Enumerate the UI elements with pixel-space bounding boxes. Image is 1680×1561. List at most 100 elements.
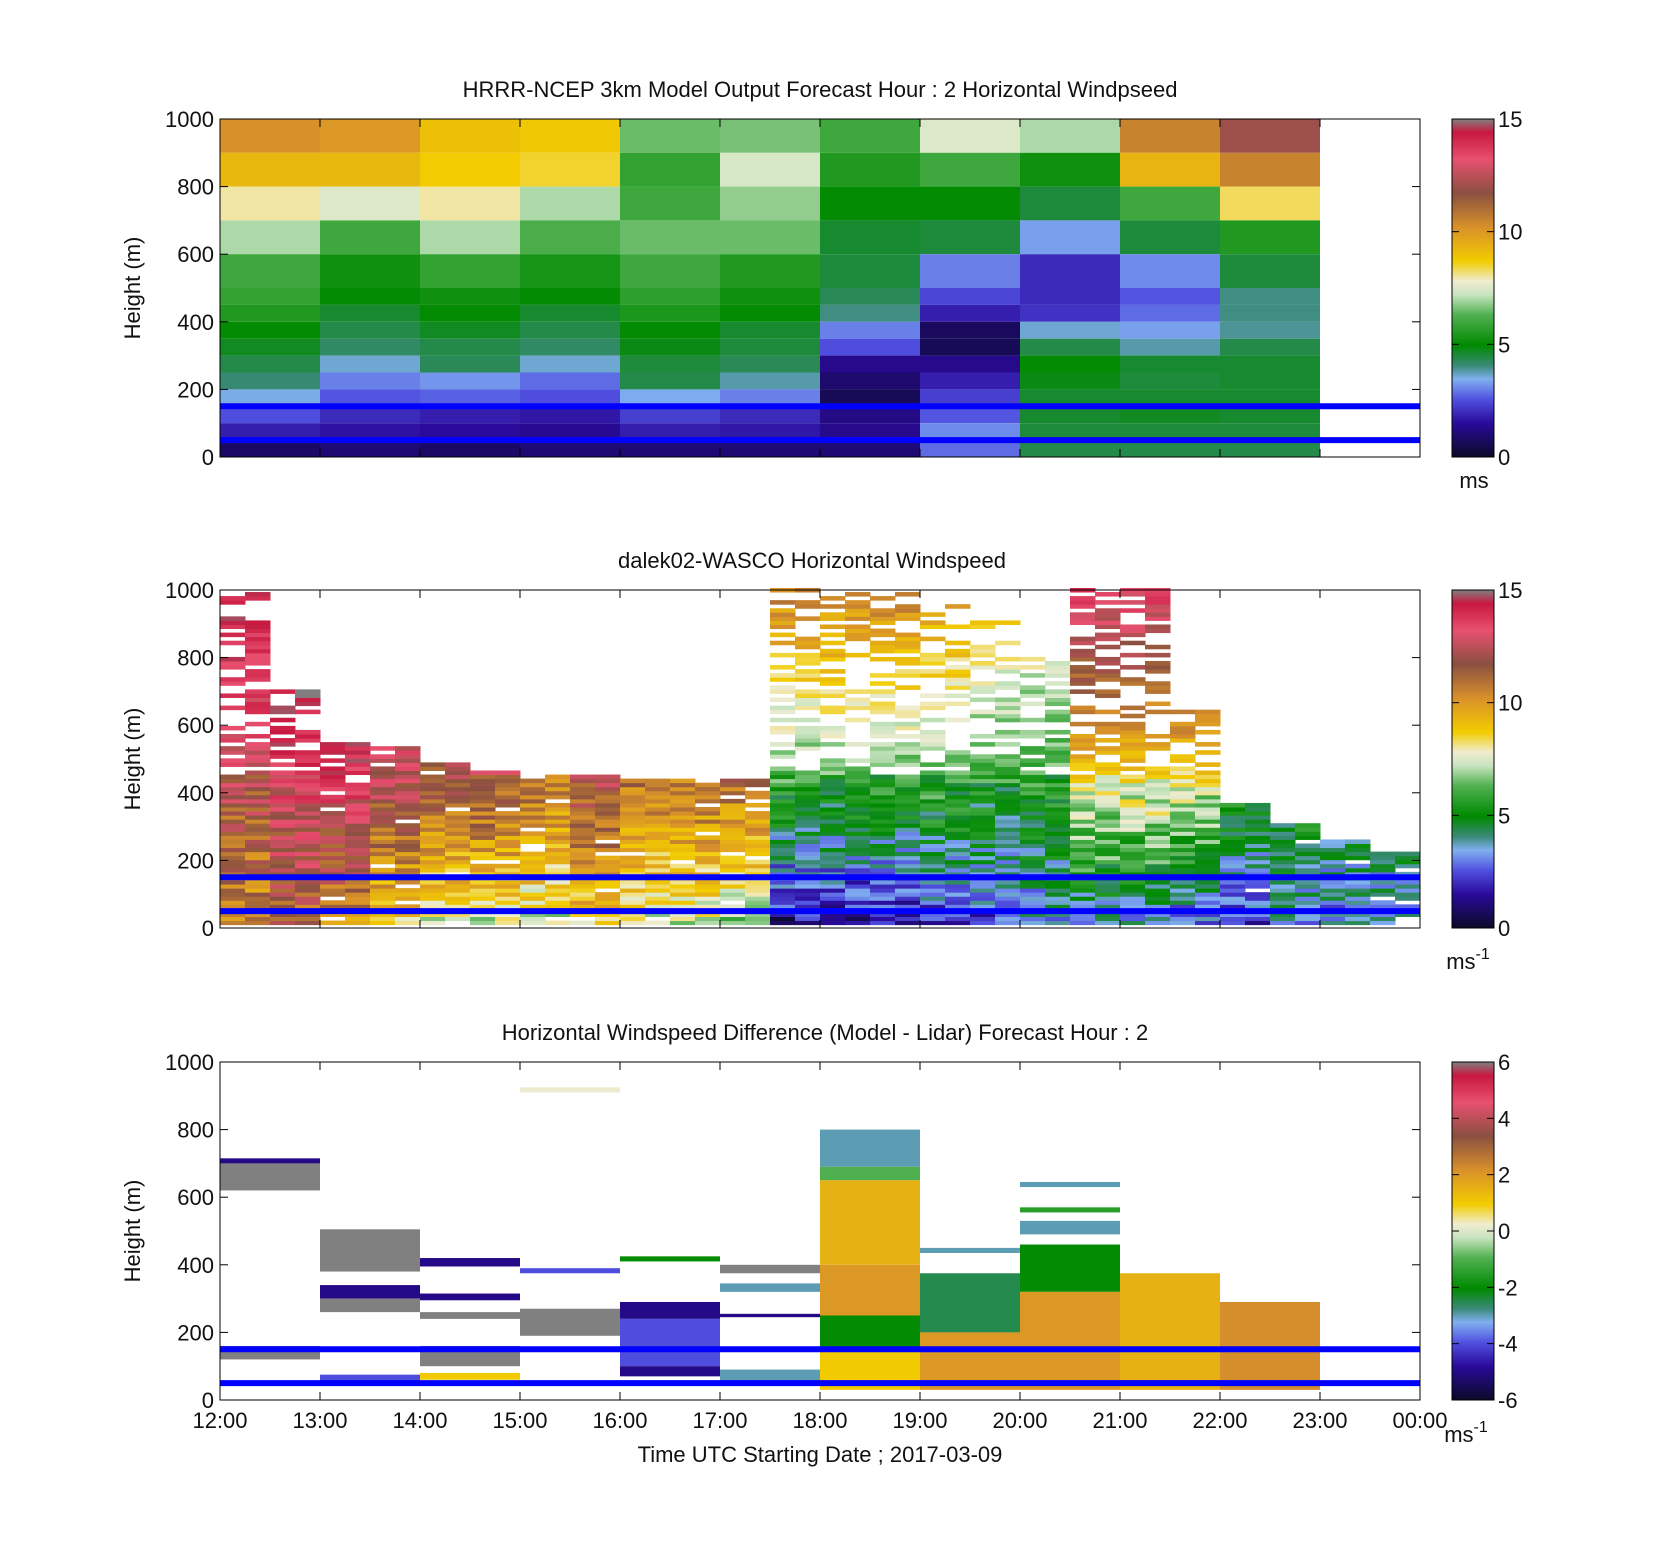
lidar-cell <box>1095 766 1121 771</box>
model-cell <box>720 372 820 390</box>
lidar-cell <box>1145 770 1171 776</box>
lidar-cell <box>545 794 571 800</box>
lidar-cell <box>1020 867 1046 873</box>
model-cell <box>220 440 320 457</box>
lidar-cell <box>1120 782 1146 788</box>
lidar-cell <box>370 758 396 763</box>
lidar-cell <box>770 786 796 792</box>
lidar-cell <box>1070 738 1096 743</box>
lidar-cell <box>995 778 1021 784</box>
panel2-heatmap <box>220 587 1421 926</box>
lidar-cell <box>720 823 746 828</box>
lidar-cell <box>870 904 896 909</box>
lidar-cell <box>295 867 321 873</box>
lidar-cell <box>345 790 371 796</box>
lidar-cell <box>1070 867 1096 873</box>
panel3-unit-exponent: -1 <box>1474 1419 1488 1436</box>
lidar-cell <box>870 673 896 678</box>
lidar-cell <box>295 778 321 784</box>
lidar-cell <box>820 802 846 808</box>
difference-cell <box>1020 1207 1120 1213</box>
lidar-cell <box>220 705 246 711</box>
lidar-cell <box>620 912 646 918</box>
lidar-cell <box>1070 778 1096 784</box>
lidar-cell <box>545 863 571 869</box>
lidar-cell <box>445 896 471 901</box>
lidar-cell <box>995 766 1021 771</box>
lidar-cell <box>820 904 846 909</box>
lidar-cell <box>770 867 796 873</box>
lidar-cell <box>845 859 871 865</box>
lidar-cell <box>1070 802 1096 808</box>
lidar-cell <box>845 835 871 840</box>
model-cell <box>620 423 720 441</box>
lidar-cell <box>245 762 271 767</box>
lidar-cell <box>220 880 246 885</box>
lidar-cell <box>545 839 571 844</box>
lidar-cell <box>1120 794 1146 800</box>
lidar-cell <box>820 677 846 682</box>
lidar-cell <box>995 709 1021 715</box>
lidar-cell <box>1195 811 1221 816</box>
lidar-cell <box>920 636 946 642</box>
lidar-cell <box>1095 900 1121 905</box>
lidar-cell <box>220 778 246 784</box>
lidar-cell <box>770 904 796 909</box>
lidar-cell <box>495 920 521 926</box>
lidar-cell <box>895 859 921 865</box>
lidar-cell <box>970 770 996 776</box>
lidar-cell <box>820 888 846 893</box>
lidar-cell <box>845 742 871 747</box>
lidar-cell <box>370 831 396 836</box>
model-cell <box>720 152 820 187</box>
lidar-cell <box>645 794 671 800</box>
lidar-cell <box>845 604 871 609</box>
lidar-cell <box>1120 705 1146 711</box>
lidar-cell <box>620 916 646 922</box>
model-cell <box>1020 440 1120 457</box>
lidar-cell <box>1120 900 1146 905</box>
lidar-cell <box>1195 778 1221 784</box>
lidar-cell <box>945 831 971 836</box>
lidar-cell <box>970 689 996 694</box>
lidar-cell <box>645 847 671 853</box>
lidar-cell <box>620 782 646 788</box>
lidar-cell <box>1195 884 1221 889</box>
lidar-cell <box>270 859 296 865</box>
lidar-cell <box>1395 904 1421 909</box>
lidar-cell <box>345 867 371 873</box>
lidar-cell <box>345 884 371 889</box>
model-cell <box>1020 355 1120 373</box>
lidar-cell <box>995 762 1021 767</box>
lidar-cell <box>220 774 246 780</box>
y-tick-label: 0 <box>202 445 214 470</box>
lidar-cell <box>770 729 796 735</box>
lidar-cell <box>770 835 796 840</box>
lidar-cell <box>1145 681 1171 686</box>
lidar-cell <box>945 762 971 767</box>
lidar-cell <box>1395 863 1421 869</box>
colorbar-tick-label: -2 <box>1498 1275 1518 1300</box>
lidar-cell <box>520 920 546 926</box>
model-cell <box>220 389 320 407</box>
lidar-cell <box>1095 616 1121 621</box>
lidar-cell <box>1120 831 1146 836</box>
lidar-cell <box>1045 916 1071 922</box>
lidar-cell <box>1220 916 1246 922</box>
lidar-cell <box>720 880 746 885</box>
model-cell <box>1120 152 1220 187</box>
lidar-cell <box>1045 701 1071 707</box>
lidar-cell <box>920 892 946 897</box>
lidar-cell <box>420 871 446 877</box>
lidar-cell <box>820 758 846 763</box>
lidar-cell <box>1295 859 1321 865</box>
lidar-cell <box>870 867 896 873</box>
lidar-cell <box>795 815 821 820</box>
lidar-cell <box>620 880 646 885</box>
lidar-cell <box>695 782 721 788</box>
lidar-cell <box>395 770 421 776</box>
lidar-cell <box>1045 689 1071 694</box>
lidar-cell <box>1220 863 1246 869</box>
lidar-cell <box>1095 725 1121 731</box>
lidar-cell <box>595 920 621 926</box>
